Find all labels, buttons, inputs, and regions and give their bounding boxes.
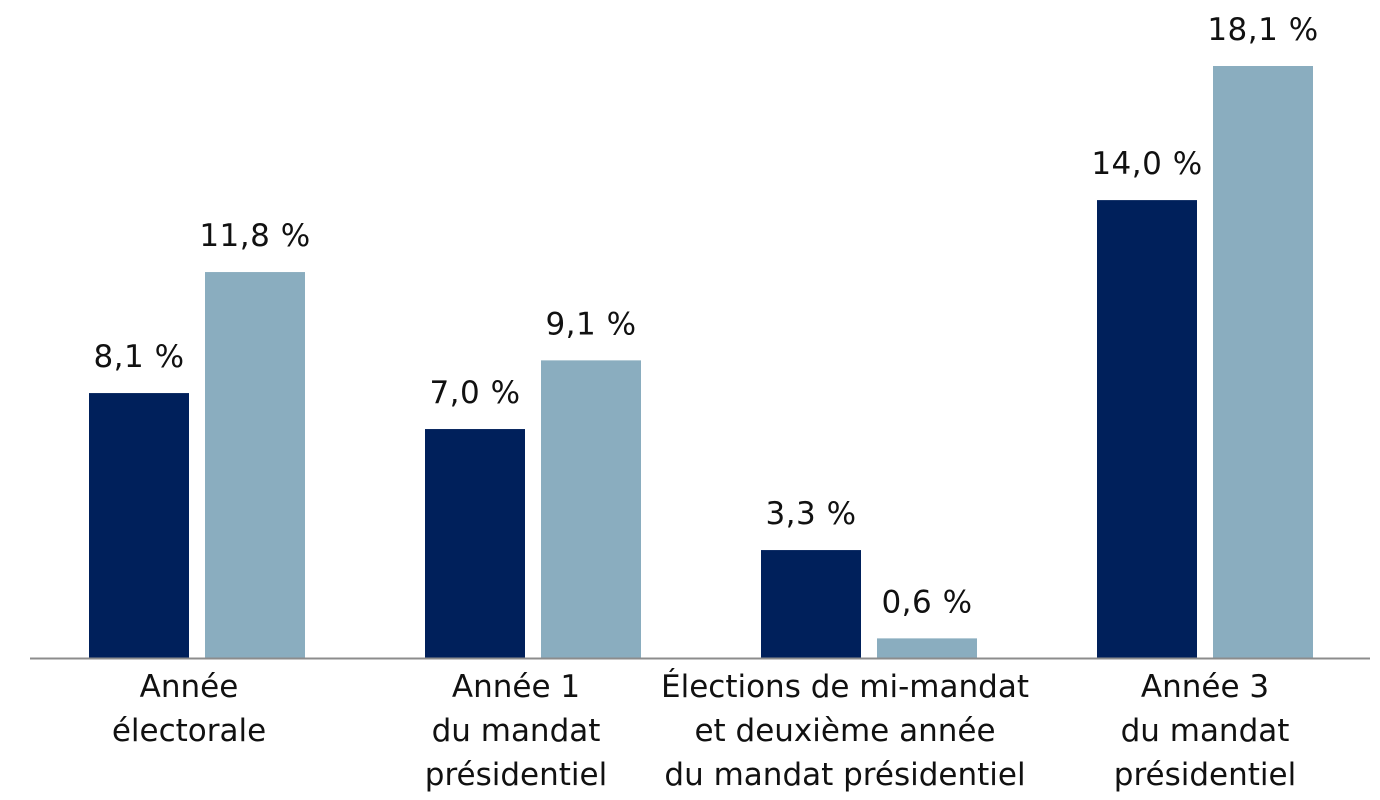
bar-series1-cat3 xyxy=(761,550,861,658)
category-label-3-line-2: et deuxième année xyxy=(694,713,995,749)
bar-series1-cat1 xyxy=(89,393,189,658)
bar-series2-cat4 xyxy=(1213,66,1313,658)
value-label-series1-cat1: 8,1 % xyxy=(93,339,184,375)
value-labels-layer: 8,1 % 7,0 % 3,3 % 14,0 % 11,8 % 9,1 % 0,6 % 18,… xyxy=(93,12,1318,620)
bars-layer xyxy=(89,66,1313,659)
category-label-1-line-2: électorale xyxy=(112,713,266,749)
category-label-3-line-3: du mandat présidentiel xyxy=(664,757,1025,793)
value-label-series2-cat1: 11,8 % xyxy=(199,218,310,254)
category-label-4-line-3: présidentiel xyxy=(1114,757,1296,793)
category-label-2-line-3: présidentiel xyxy=(425,757,607,793)
category-label-2-line-2: du mandat xyxy=(432,713,601,749)
value-label-series1-cat2: 7,0 % xyxy=(429,375,520,411)
category-label-1-line-1: Année xyxy=(140,669,239,705)
bar-series2-cat1 xyxy=(205,272,305,658)
category-label-4-line-2: du mandat xyxy=(1121,713,1290,749)
category-label-3-line-1: Élections de mi-mandat xyxy=(661,669,1029,705)
bar-series2-cat3 xyxy=(877,638,977,658)
value-label-series1-cat3: 3,3 % xyxy=(765,496,856,532)
category-label-2-line-1: Année 1 xyxy=(452,669,580,705)
bar-series1-cat4 xyxy=(1097,200,1197,659)
category-label-4-line-1: Année 3 xyxy=(1141,669,1269,705)
value-label-series1-cat4: 14,0 % xyxy=(1091,146,1202,182)
category-labels-layer: Année électorale Année 1 du mandat président… xyxy=(112,669,1296,793)
bar-series1-cat2 xyxy=(425,429,525,658)
value-label-series2-cat3: 0,6 % xyxy=(881,584,972,620)
value-label-series2-cat2: 9,1 % xyxy=(545,306,636,342)
bar-series2-cat2 xyxy=(541,360,641,658)
value-label-series2-cat4: 18,1 % xyxy=(1207,12,1318,48)
